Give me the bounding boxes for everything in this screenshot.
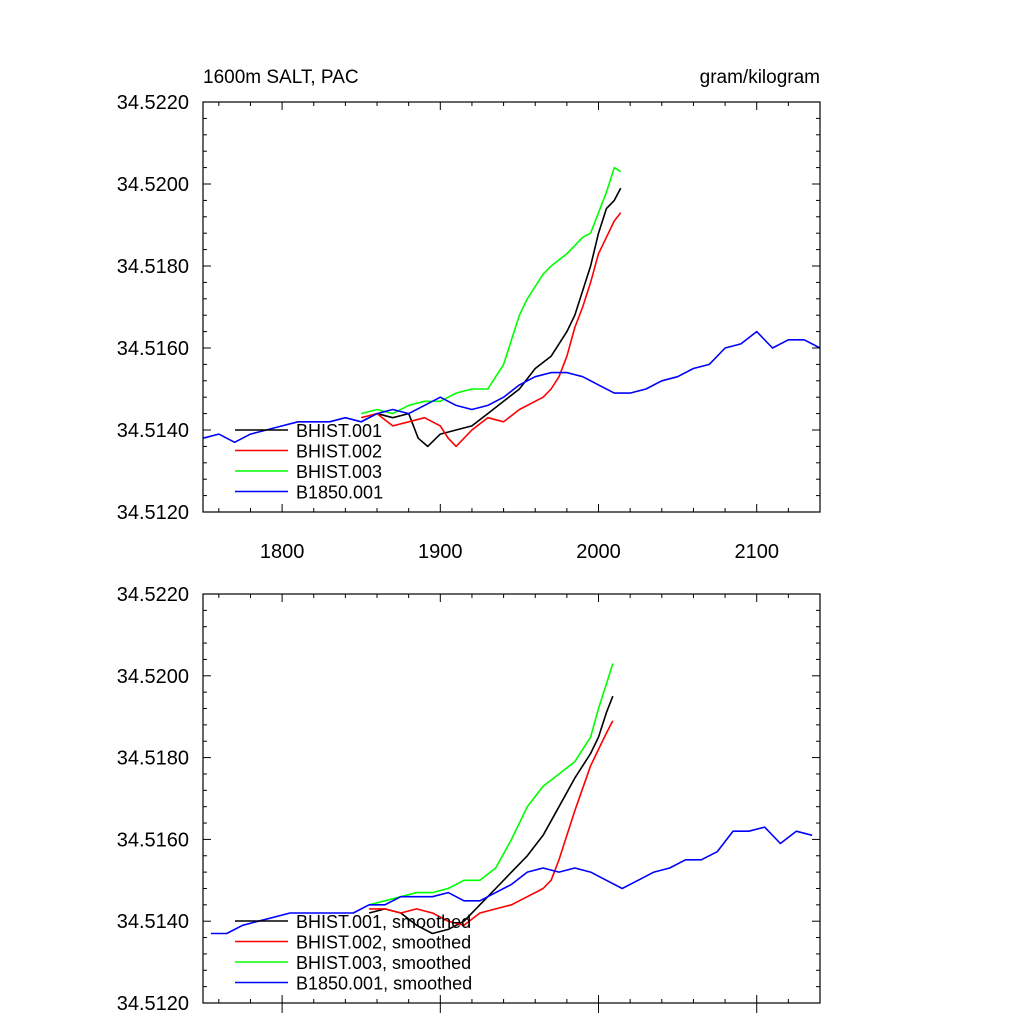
y-tick-label: 34.5120 — [117, 502, 189, 524]
y-tick-label: 34.5220 — [117, 92, 189, 114]
legend-label: BHIST.003, smoothed — [296, 953, 471, 973]
figure-units: gram/kilogram — [700, 67, 820, 88]
y-tick-label: 34.5160 — [117, 338, 189, 360]
x-tick-label: 2100 — [734, 541, 779, 563]
series-line-4 — [202, 330, 821, 444]
y-tick-label: 34.5220 — [117, 584, 189, 606]
top-panel: 34.5120 34.5140 34.5160 34.5180 34.5200 34.52… — [117, 92, 821, 563]
y-tick-label: 34.5160 — [117, 829, 189, 851]
y-tick-label: 34.5200 — [117, 666, 189, 688]
plot-frame — [202, 593, 821, 1004]
x-tick-label: 2000 — [576, 541, 621, 563]
y-tick-label: 34.5120 — [117, 993, 189, 1015]
plot-frame — [202, 101, 821, 513]
y-tick-label: 34.5200 — [117, 174, 189, 196]
series-line-1 — [368, 695, 614, 935]
x-tick-label: 1800 — [260, 541, 305, 563]
legend-label: BHIST.001, smoothed — [296, 912, 471, 932]
legend-label: BHIST.002, smoothed — [296, 933, 471, 953]
bottom-panel: 34.5120 34.5140 34.5160 34.5180 34.5200 34.52… — [117, 584, 821, 1015]
series-line-4 — [210, 826, 813, 935]
y-tick-label: 34.5140 — [117, 911, 189, 933]
x-tick-label: 1900 — [418, 541, 463, 563]
figure-title: 1600m SALT, PAC — [203, 67, 359, 88]
legend-label: B1850.001, smoothed — [296, 974, 472, 994]
legend-label: BHIST.002 — [296, 442, 382, 462]
legend-label: BHIST.001 — [296, 421, 382, 441]
legend-label: B1850.001 — [296, 483, 383, 503]
legend-label: BHIST.003 — [296, 462, 382, 482]
y-tick-label: 34.5180 — [117, 256, 189, 278]
series-line-3 — [368, 663, 614, 906]
series-line-2 — [360, 212, 622, 448]
series-line-1 — [360, 187, 622, 448]
y-tick-label: 34.5180 — [117, 748, 189, 770]
y-tick-label: 34.5140 — [117, 420, 189, 442]
series-line-3 — [360, 166, 622, 415]
series-line-2 — [369, 720, 614, 927]
